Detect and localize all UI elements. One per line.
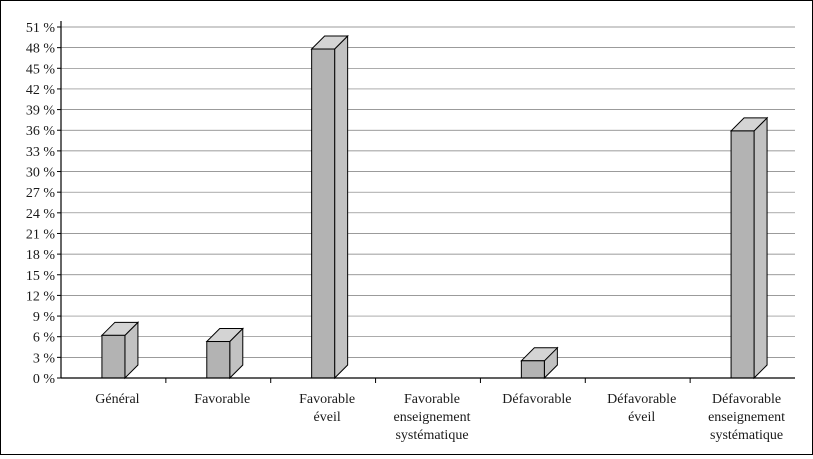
y-tick-label: 24 % — [26, 207, 56, 222]
y-tick-label: 36 % — [26, 124, 56, 139]
y-tick-label: 51 % — [26, 21, 56, 36]
y-tick-label: 42 % — [26, 83, 56, 98]
y-tick-label: 9 % — [33, 310, 56, 325]
bar-front-face — [311, 48, 336, 379]
bars — [100, 34, 769, 380]
bar-front-face — [730, 130, 755, 379]
y-axis-tick-labels: 0 % 3 % 6 % 9 % 12 % 15 % 18 % 21 % 24 % 27 % 30 %… — [26, 21, 61, 387]
bar — [205, 327, 244, 380]
x-category-label: Favorable — [194, 392, 250, 407]
y-tick-label: 48 % — [26, 42, 56, 57]
y-tick-label: 18 % — [26, 248, 56, 263]
x-axis-tick-labels: Général Favorable Favorable éveil Favorable e… — [95, 392, 785, 443]
y-tick-label: 27 % — [26, 186, 56, 201]
y-tick-label: 0 % — [33, 372, 56, 387]
y-tick-label: 15 % — [26, 269, 56, 284]
axes — [60, 21, 795, 383]
y-tick-label: 30 % — [26, 166, 56, 181]
bar — [729, 116, 769, 380]
x-category-label: Général — [95, 392, 139, 407]
y-tick-label: 39 % — [26, 104, 56, 119]
bar-front-face — [101, 334, 126, 379]
bar-front-face — [206, 341, 231, 379]
y-tick-label: 33 % — [26, 145, 56, 160]
x-category-label: Favorable enseignement systématique — [394, 392, 471, 443]
bar — [310, 34, 349, 380]
y-tick-label: 6 % — [33, 331, 56, 346]
bar-side-face — [334, 34, 349, 380]
x-category-label: Défavorable enseignement systématique — [708, 392, 785, 443]
bar — [100, 321, 140, 380]
x-category-label: Défavorable éveil — [607, 392, 676, 425]
x-category-label: Défavorable — [502, 392, 571, 407]
bar-front-face — [520, 360, 545, 379]
y-tick-label: 45 % — [26, 62, 56, 77]
x-category-label: Favorable éveil — [299, 392, 355, 425]
y-tick-label: 12 % — [26, 289, 56, 304]
y-tick-label: 21 % — [26, 227, 56, 242]
grid-lines — [61, 26, 795, 358]
bar — [520, 346, 559, 380]
y-tick-label: 3 % — [33, 351, 56, 366]
bar-side-face — [753, 116, 768, 380]
